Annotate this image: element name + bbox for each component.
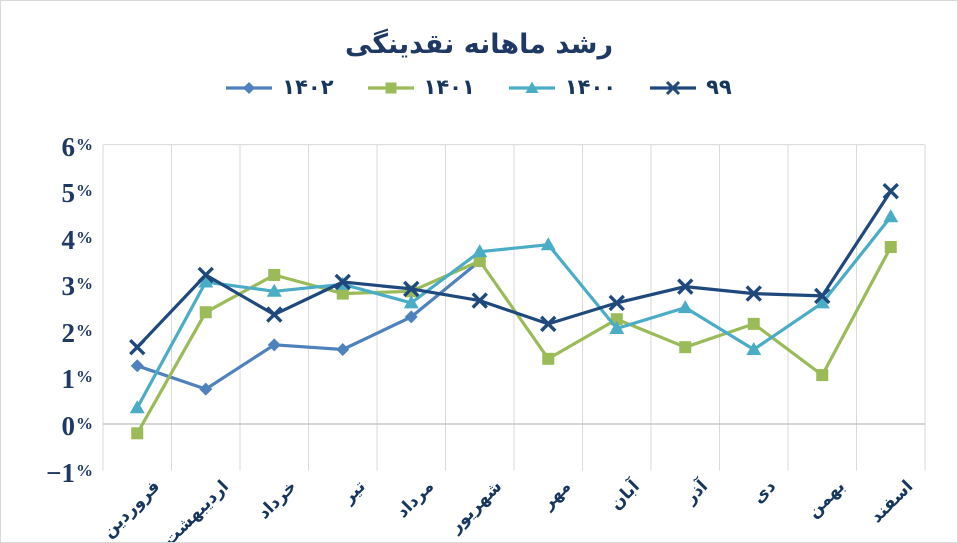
legend-item-3: ۱۴۰۰ — [508, 75, 617, 99]
square-marker-icon — [884, 241, 897, 254]
triangle-marker-icon — [540, 237, 556, 251]
y-axis-label: −1% — [1, 454, 93, 488]
legend-item-2: ۱۴۰۱ — [367, 75, 475, 99]
square-icon — [385, 82, 397, 93]
triangle-marker-icon — [129, 400, 145, 414]
triangle-marker-icon — [814, 295, 830, 309]
legend-x-marker-icon — [650, 80, 697, 95]
legend-item-4: ۹۹ — [650, 77, 732, 98]
y-axis-label-number: 6 — [61, 131, 76, 162]
y-axis-label-number: 5 — [61, 178, 76, 209]
triangle-marker-icon — [403, 295, 419, 309]
square-marker-icon — [816, 369, 829, 382]
chart-title: رشد ماهانه نقدینگی — [344, 29, 614, 60]
y-axis-label: 1% — [1, 360, 94, 395]
triangle-icon — [525, 81, 539, 93]
y-axis-label-number: 2 — [61, 317, 76, 348]
series-line-4 — [136, 190, 893, 349]
series-line-2 — [135, 246, 893, 435]
triangle-marker-icon — [677, 300, 693, 314]
y-axis-label: 0% — [1, 407, 94, 441]
percent-sign: % — [76, 320, 93, 340]
triangle-marker-icon — [198, 274, 214, 288]
diamond-marker-icon — [267, 338, 281, 352]
legend-label: ۱۴۰۱ — [423, 75, 475, 99]
square-marker-icon — [679, 341, 692, 354]
triangle-marker-icon — [883, 209, 899, 223]
percent-sign: % — [76, 414, 93, 433]
y-axis-label-number: 0 — [61, 411, 76, 441]
percent-sign: % — [76, 274, 93, 294]
x-marker-icon — [882, 182, 899, 200]
y-axis-label-number: −1 — [46, 457, 75, 488]
legend-item-1: ۱۴۰۲ — [226, 77, 333, 98]
percent-sign: % — [76, 134, 93, 154]
percent-sign: % — [76, 227, 93, 247]
y-axis-label: 4% — [1, 221, 94, 255]
square-marker-icon — [268, 268, 281, 281]
triangle-marker-icon — [472, 244, 488, 258]
diamond-marker-icon — [404, 310, 418, 324]
x-marker-icon — [471, 292, 488, 309]
triangle-marker-icon — [746, 341, 762, 355]
diamond-marker-icon — [130, 359, 144, 373]
percent-sign: % — [76, 181, 93, 201]
series-line-3 — [135, 215, 893, 409]
legend-label: ۹۹ — [706, 75, 732, 99]
percent-sign: % — [76, 460, 93, 480]
y-axis-label-number: 3 — [61, 271, 76, 302]
legend-label: ۱۴۰۰ — [564, 75, 617, 99]
square-marker-icon — [336, 287, 349, 300]
triangle-marker-icon — [266, 283, 282, 297]
legend-label: ۱۴۰۲ — [282, 75, 334, 99]
x-marker-icon — [403, 280, 420, 298]
y-axis-label: 6% — [1, 128, 94, 162]
percent-sign: % — [76, 367, 93, 387]
series-line-1 — [136, 259, 481, 391]
x-marker-icon — [129, 338, 146, 356]
y-axis-label-number: 1 — [61, 364, 76, 395]
y-axis-label-number: 4 — [61, 224, 76, 255]
legend-diamond-marker-icon — [226, 81, 273, 94]
diamond-icon — [243, 81, 256, 94]
x-icon — [666, 80, 681, 95]
square-marker-icon — [199, 306, 212, 319]
legend-triangle-marker-icon — [508, 81, 555, 93]
square-marker-icon — [131, 427, 144, 440]
y-axis-label: 5% — [1, 174, 94, 209]
x-marker-icon — [266, 306, 283, 323]
y-axis-label: 3% — [1, 267, 94, 302]
x-marker-icon — [334, 273, 351, 291]
diamond-marker-icon — [336, 342, 350, 356]
legend-square-marker-icon — [367, 82, 414, 93]
square-marker-icon — [542, 352, 555, 365]
x-marker-icon — [608, 294, 625, 312]
x-marker-icon — [745, 285, 762, 302]
chart-legend: ۱۴۰۲ ۱۴۰۱ ۱۴۰۰ ۹۹ — [1, 77, 957, 98]
triangle-marker-icon — [609, 321, 625, 335]
x-marker-icon — [814, 287, 831, 305]
square-marker-icon — [747, 317, 760, 330]
square-marker-icon — [610, 313, 623, 326]
x-marker-icon — [677, 278, 694, 295]
x-marker-icon — [197, 266, 214, 284]
y-axis-label: 2% — [1, 314, 94, 348]
x-marker-icon — [540, 315, 557, 333]
diamond-marker-icon — [199, 382, 213, 396]
square-marker-icon — [473, 255, 486, 268]
